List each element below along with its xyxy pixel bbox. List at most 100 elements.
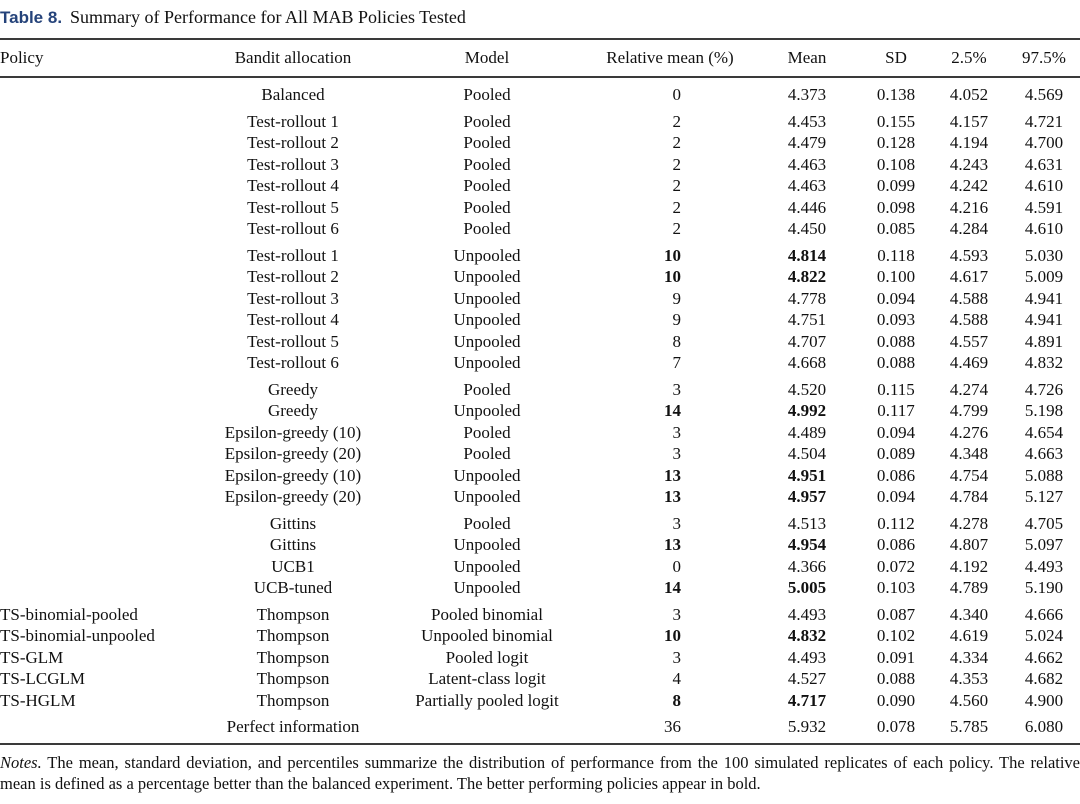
column-header: Policy — [0, 39, 200, 78]
cell-hi: 4.705 — [1024, 513, 1064, 533]
cell-model: Pooled binomial — [431, 604, 543, 624]
table-row: Test-rollout 6 Pooled 2 4.450 0.085 4.284 4.61… — [0, 218, 1080, 240]
cell-lo: 4.754 — [949, 465, 989, 485]
cell-hi: 5.190 — [1024, 578, 1064, 598]
cell-policy — [0, 288, 200, 310]
cell-hi: 4.941 — [1024, 288, 1064, 308]
cell-lo: 4.617 — [949, 267, 989, 287]
cell-policy — [0, 175, 200, 197]
cell-hi: 4.493 — [1024, 556, 1064, 576]
cell-rel: 2 — [672, 154, 682, 174]
cell-policy — [0, 154, 200, 176]
cell-model: Unpooled — [453, 556, 521, 576]
table-notes: Notes. The mean, standard deviation, and… — [0, 752, 1080, 794]
cell-hi: 4.569 — [1024, 85, 1064, 105]
cell-hi: 5.030 — [1024, 245, 1064, 265]
cell-model: Partially pooled logit — [415, 690, 559, 710]
cell-mean: 4.450 — [787, 219, 827, 239]
cell-rel: 14 — [664, 401, 681, 421]
cell-allocation: Epsilon-greedy (10) — [224, 422, 362, 442]
cell-allocation: Test-rollout 6 — [247, 353, 339, 373]
cell-sd: 0.090 — [876, 690, 916, 710]
cell-sd: 0.102 — [876, 626, 916, 646]
cell-lo: 4.052 — [949, 85, 989, 105]
cell-sd: 0.086 — [876, 535, 916, 555]
cell-mean: 4.717 — [787, 690, 827, 710]
cell-rel: 3 — [672, 513, 682, 533]
table-row: Test-rollout 1 Unpooled 10 4.814 0.118 4.593 5… — [0, 245, 1080, 267]
cell-sd: 0.138 — [876, 85, 916, 105]
cell-mean: 4.520 — [787, 379, 827, 399]
cell-policy — [0, 443, 200, 465]
cell-rel: 0 — [672, 556, 682, 576]
cell-policy — [0, 352, 200, 374]
cell-mean: 4.992 — [787, 401, 827, 421]
cell-lo: 4.593 — [949, 245, 989, 265]
cell-allocation: Test-rollout 1 — [247, 245, 339, 265]
cell-policy — [0, 379, 200, 401]
cell-policy — [0, 111, 200, 133]
cell-lo: 4.799 — [949, 401, 989, 421]
cell-rel: 0 — [672, 85, 682, 105]
cell-hi: 6.080 — [1024, 717, 1064, 737]
cell-mean: 4.373 — [787, 85, 827, 105]
cell-allocation: Epsilon-greedy (10) — [224, 465, 362, 485]
cell-allocation: UCB1 — [271, 556, 315, 576]
cell-hi: 4.666 — [1024, 604, 1064, 624]
cell-lo: 4.789 — [949, 578, 989, 598]
cell-mean: 4.832 — [787, 626, 827, 646]
cell-allocation: Thompson — [256, 604, 330, 624]
cell-rel: 4 — [672, 669, 682, 689]
cell-allocation: Thompson — [256, 690, 330, 710]
cell-model: Unpooled — [453, 267, 521, 287]
cell-sd: 0.087 — [876, 604, 916, 624]
cell-sd: 0.093 — [876, 310, 916, 330]
cell-mean: 4.493 — [787, 647, 827, 667]
cell-hi: 5.088 — [1024, 465, 1064, 485]
cell-lo: 4.784 — [949, 487, 989, 507]
table-row: Test-rollout 5 Pooled 2 4.446 0.098 4.216 4.59… — [0, 197, 1080, 219]
cell-sd: 0.128 — [876, 133, 916, 153]
table-row: TS-binomial-unpooled Thompson Unpooled bin… — [0, 625, 1080, 647]
cell-allocation: Thompson — [256, 647, 330, 667]
cell-lo: 5.785 — [949, 717, 989, 737]
cell-sd: 0.100 — [876, 267, 916, 287]
cell-lo: 4.560 — [949, 690, 989, 710]
cell-hi: 4.631 — [1024, 154, 1064, 174]
cell-lo: 4.588 — [949, 288, 989, 308]
cell-hi: 5.024 — [1024, 626, 1064, 646]
table-row: Test-rollout 4 Pooled 2 4.463 0.099 4.242 4.61… — [0, 175, 1080, 197]
cell-hi: 4.682 — [1024, 669, 1064, 689]
cell-allocation: Greedy — [267, 401, 319, 421]
table-caption: Table 8. Summary of Performance for All M… — [0, 0, 1080, 38]
cell-model: Pooled — [463, 176, 511, 196]
cell-lo: 4.278 — [949, 513, 989, 533]
cell-allocation: Thompson — [256, 626, 330, 646]
cell-rel: 13 — [664, 487, 681, 507]
cell-allocation: Greedy — [267, 379, 319, 399]
cell-sd: 0.085 — [876, 219, 916, 239]
cell-lo: 4.274 — [949, 379, 989, 399]
cell-mean: 4.453 — [787, 111, 827, 131]
cell-allocation: Perfect information — [226, 717, 360, 737]
cell-model: Pooled — [463, 219, 511, 239]
table-row: UCB1 Unpooled 0 4.366 0.072 4.192 4.493 — [0, 556, 1080, 578]
cell-policy — [0, 309, 200, 331]
cell-model: Latent-class logit — [428, 669, 546, 689]
table-row: Balanced Pooled 0 4.373 0.138 4.052 4.569 — [0, 84, 1080, 106]
cell-hi: 4.900 — [1024, 690, 1064, 710]
cell-allocation: Test-rollout 4 — [247, 176, 339, 196]
cell-rel: 9 — [672, 288, 682, 308]
cell-sd: 0.094 — [876, 487, 916, 507]
cell-policy — [0, 534, 200, 556]
cell-mean: 4.463 — [787, 154, 827, 174]
cell-policy: TS-LCGLM — [0, 669, 85, 689]
cell-sd: 0.103 — [876, 578, 916, 598]
cell-mean: 4.814 — [787, 245, 827, 265]
table-row: TS-binomial-pooled Thompson Pooled binomia… — [0, 604, 1080, 626]
cell-hi: 4.721 — [1024, 111, 1064, 131]
cell-rel: 13 — [664, 535, 681, 555]
cell-rel: 3 — [672, 379, 682, 399]
cell-model: Pooled — [463, 513, 511, 533]
